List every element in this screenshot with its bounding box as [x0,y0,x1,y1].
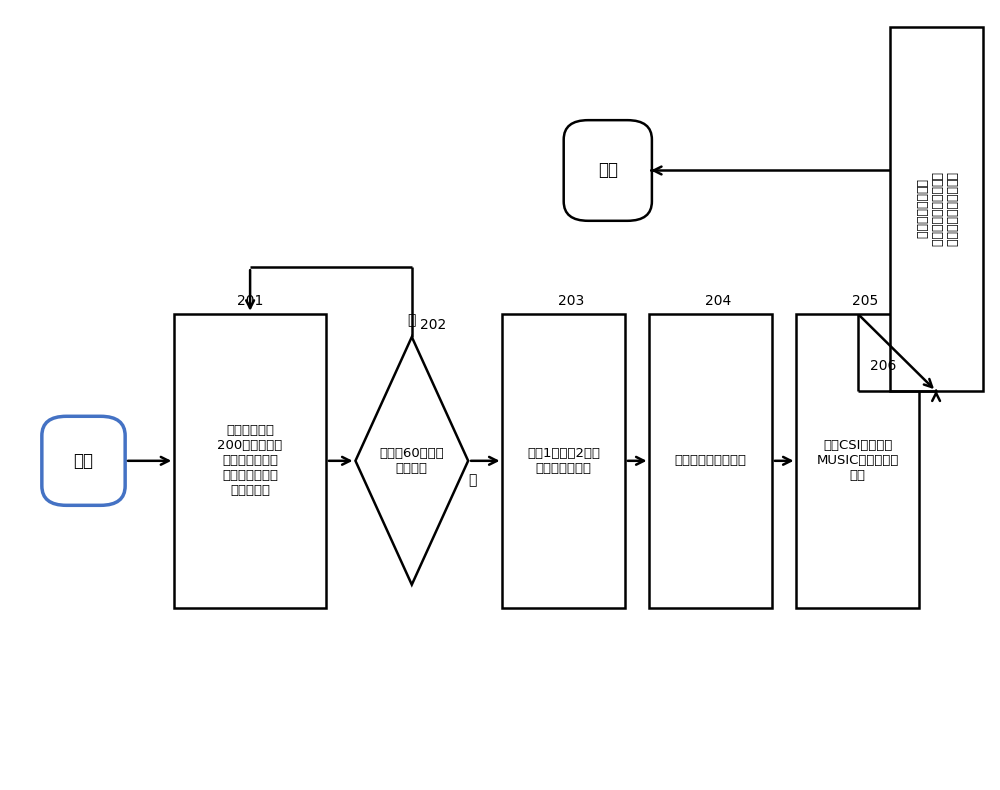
Text: 缓存够60个包的
信道信息: 缓存够60个包的 信道信息 [379,447,444,475]
FancyBboxPatch shape [42,416,125,506]
Text: 是: 是 [469,473,477,487]
Text: 203: 203 [558,294,585,307]
Bar [796,314,919,608]
Bar [649,314,772,608]
Text: 204: 204 [705,294,732,307]
Text: 构造CSI矩阵并用
MUSIC算法确定频
率谱: 构造CSI矩阵并用 MUSIC算法确定频 率谱 [817,439,899,483]
Text: 天线1和天线2的信
道信息共轭相乘: 天线1和天线2的信 道信息共轭相乘 [527,447,600,475]
Text: 开始: 开始 [74,452,94,470]
FancyBboxPatch shape [564,120,652,220]
Bar [502,314,625,608]
Text: 206: 206 [870,359,897,374]
Text: 结束: 结束 [598,161,618,179]
Text: 减去信道信息的均值: 减去信道信息的均值 [675,454,747,468]
Bar [174,314,326,608]
Text: 201: 201 [237,294,263,307]
Bar [890,27,983,391]
Text: 202: 202 [420,318,446,332]
Text: 发射端以每秒
200个包的速率
发射包，接收端
接收数据包并测
量信道信息: 发射端以每秒 200个包的速率 发射包，接收端 接收数据包并测 量信道信息 [217,424,283,498]
Polygon shape [355,337,468,585]
Text: 否: 否 [408,314,416,328]
Text: 205: 205 [852,294,879,307]
Text: 选择最高谱峰对应频率
为运动物体直接反射的
信号的多普勒频移: 选择最高谱峰对应频率 为运动物体直接反射的 信号的多普勒频移 [915,171,958,246]
